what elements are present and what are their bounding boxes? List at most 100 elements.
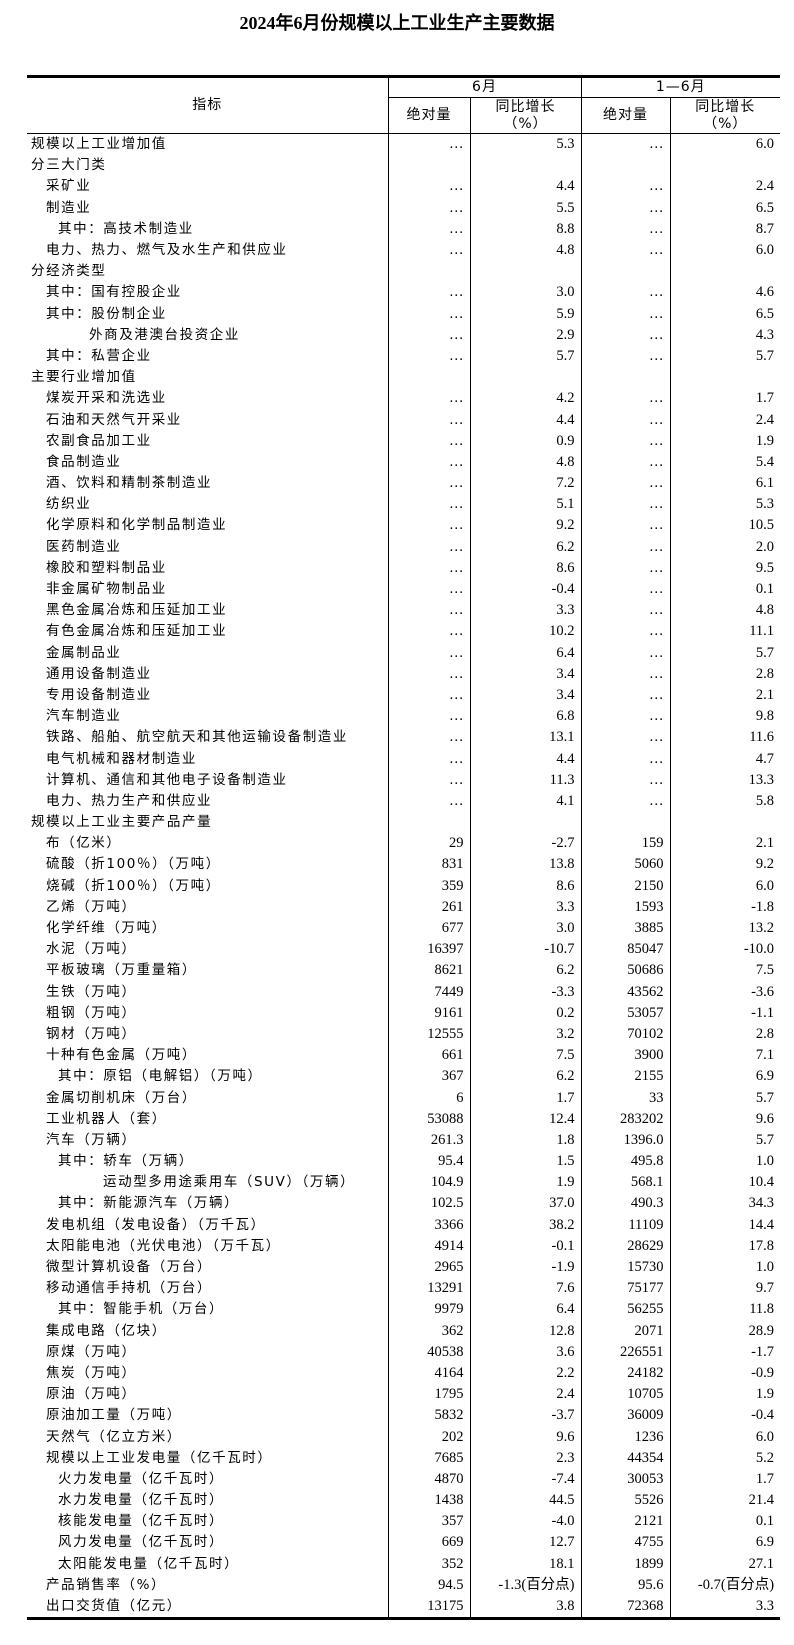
header-indicator: 指标 [27, 76, 389, 134]
cell-ytd-absolute: 70102 [580, 1023, 671, 1046]
cell-ytd-absolute: … [580, 515, 671, 537]
cell-ytd-absolute: 2150 [580, 875, 671, 897]
cell-june-absolute: 13291 [387, 1278, 470, 1300]
cell-june-growth: 4.2 [469, 388, 582, 410]
cell-ytd-growth: 2.8 [669, 663, 781, 685]
cell-june-growth: 8.6 [469, 557, 582, 579]
cell-ytd-growth: -1.7 [669, 1341, 781, 1363]
table-header: 指标 6月 1—6月 绝对量 同比增长 （%） 绝对量 同比增长 （%） [27, 76, 781, 134]
cell-ytd-absolute: … [580, 578, 671, 601]
table-row: 十种有色金属（万吨） 661 7.5 3900 7.1 [27, 1045, 781, 1067]
cell-ytd-growth: 6.9 [669, 1066, 781, 1088]
cell-june-absolute: … [387, 557, 470, 579]
cell-june-growth: 6.8 [469, 706, 582, 728]
cell-june-growth: 2.2 [469, 1362, 582, 1385]
cell-ytd-growth: 4.8 [669, 600, 781, 622]
table-row: 原煤（万吨） 40538 3.6 226551 -1.7 [27, 1341, 781, 1363]
cell-ytd-absolute: 490.3 [580, 1193, 671, 1215]
cell-ytd-growth: 11.6 [669, 727, 781, 749]
cell-ytd-growth: 10.4 [669, 1172, 781, 1194]
cell-june-absolute: … [387, 239, 470, 262]
cell-june-absolute: 1795 [387, 1384, 470, 1406]
cell-june-absolute: 362 [387, 1320, 470, 1342]
cell-june-growth: 7.6 [469, 1278, 582, 1300]
row-label: 橡胶和塑料制品业 [46, 559, 167, 576]
cell-june-growth: 13.1 [469, 727, 582, 749]
cell-june-absolute: … [387, 197, 470, 219]
row-label: 黑色金属冶炼和压延加工业 [46, 602, 228, 619]
cell-june-absolute: 94.5 [387, 1574, 470, 1596]
cell-june-absolute: 352 [387, 1553, 470, 1575]
growth-label: 同比增长 [695, 98, 756, 115]
cell-june-growth: 2.4 [469, 1384, 582, 1406]
cell-june-absolute: 3366 [387, 1214, 470, 1236]
cell-ytd-absolute: 3885 [580, 917, 671, 940]
cell-june-absolute: … [387, 218, 470, 240]
cell-june-growth: 4.4 [469, 409, 582, 431]
cell-ytd-growth: 1.0 [669, 1151, 781, 1173]
cell-ytd-growth: 2.0 [669, 536, 781, 558]
table-row: 化学原料和化学制品制造业… 9.2… 10.5 [27, 515, 781, 537]
table-row: 原油（万吨） 1795 2.4 10705 1.9 [27, 1384, 781, 1406]
row-label: 汽车（万辆） [46, 1131, 137, 1148]
cell-ytd-absolute: 568.1 [580, 1172, 671, 1194]
cell-june-growth: 9.6 [469, 1426, 582, 1448]
cell-ytd-growth: 5.3 [669, 494, 781, 516]
table-row: 原油加工量（万吨） 5832 -3.7 36009 -0.4 [27, 1405, 781, 1427]
row-label: 其中：高技术制造业 [58, 220, 194, 237]
cell-june-absolute: … [387, 345, 470, 368]
table-row: 水力发电量（亿千瓦时） 1438 44.5 5526 21.4 [27, 1490, 781, 1512]
cell-ytd-growth: 5.7 [669, 345, 781, 368]
page-title: 2024年6月份规模以上工业生产主要数据 [239, 13, 555, 33]
table-row: 微型计算机设备（万台） 2965 -1.9 15730 1.0 [27, 1256, 781, 1279]
cell-june-growth: 5.1 [469, 494, 582, 516]
cell-ytd-absolute: 1899 [580, 1553, 671, 1575]
table-row: 计算机、通信和其他电子设备制造业… 11.3… 13.3 [27, 769, 781, 791]
cell-june-absolute: … [387, 621, 470, 643]
cell-june-growth: 3.2 [469, 1023, 582, 1046]
row-label: 太阳能电池（光伏电池）（万千瓦） [46, 1237, 281, 1254]
table-row: 铁路、船舶、航空航天和其他运输设备制造业… 13.1… 11.6 [27, 727, 781, 749]
cell-ytd-absolute: 4755 [580, 1532, 671, 1554]
cell-june-absolute: 6 [387, 1087, 470, 1109]
cell-june-absolute: 102.5 [387, 1193, 470, 1215]
cell-ytd-absolute: … [580, 409, 671, 431]
cell-ytd-absolute: 2121 [580, 1511, 671, 1533]
cell-ytd-absolute [580, 155, 671, 177]
cell-june-growth: 4.4 [469, 748, 582, 770]
row-label: 原煤（万吨） [46, 1343, 137, 1360]
table-row: 医药制造业… 6.2… 2.0 [27, 536, 781, 558]
cell-ytd-growth: 10.5 [669, 515, 781, 537]
cell-ytd-absolute: … [580, 494, 671, 516]
cell-ytd-absolute: … [580, 303, 671, 325]
cell-june-absolute: 40538 [387, 1341, 470, 1363]
cell-june-absolute: 13175 [387, 1595, 470, 1619]
cell-june-growth: 6.2 [469, 960, 582, 982]
cell-june-absolute [387, 367, 470, 389]
cell-ytd-absolute: 11109 [580, 1214, 671, 1236]
cell-ytd-growth: 0.1 [669, 1511, 781, 1533]
cell-june-growth: 6.2 [469, 536, 582, 558]
row-label: 运动型多用途乘用车（SUV）（万辆） [103, 1174, 356, 1191]
table-row: 分经济类型 [27, 261, 781, 283]
cell-ytd-absolute: 159 [580, 833, 671, 855]
cell-june-growth: 7.2 [469, 473, 582, 495]
row-label: 医药制造业 [46, 538, 122, 555]
cell-ytd-growth: 1.9 [669, 430, 781, 452]
table-row: 通用设备制造业… 3.4… 2.8 [27, 663, 781, 685]
row-label: 核能发电量（亿千瓦时） [58, 1513, 225, 1530]
row-label: 其中：国有控股企业 [46, 284, 182, 301]
cell-ytd-growth [669, 812, 781, 834]
cell-ytd-absolute: 33 [580, 1087, 671, 1109]
cell-june-absolute: 4164 [387, 1362, 470, 1385]
cell-ytd-growth: 2.1 [669, 684, 781, 707]
table-row: 有色金属冶炼和压延加工业… 10.2… 11.1 [27, 621, 781, 643]
cell-june-absolute: … [387, 536, 470, 558]
cell-ytd-absolute: 1236 [580, 1426, 671, 1448]
cell-june-growth: 3.4 [469, 663, 582, 685]
cell-ytd-growth: 34.3 [669, 1193, 781, 1215]
cell-june-absolute: … [387, 578, 470, 601]
row-label: 采矿业 [46, 178, 92, 195]
cell-ytd-growth: 2.4 [669, 409, 781, 431]
cell-ytd-absolute: … [580, 684, 671, 707]
